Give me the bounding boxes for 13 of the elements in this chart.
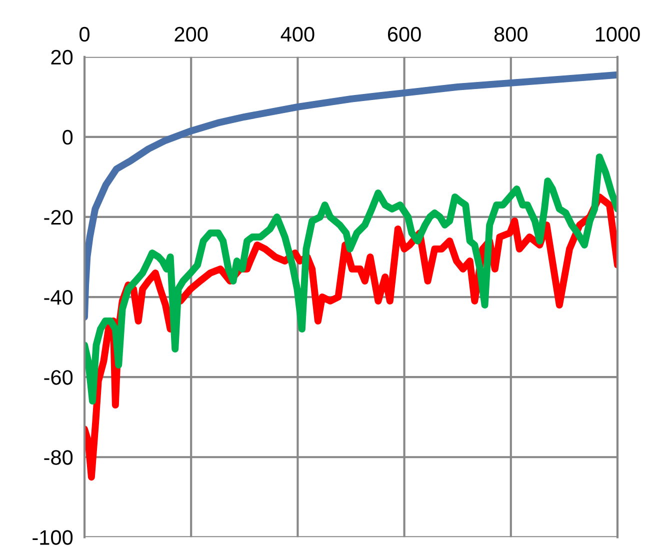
x-tick-label: 800 bbox=[494, 26, 528, 42]
y-tick-label: -80 bbox=[44, 450, 73, 465]
y-tick-label: -60 bbox=[44, 370, 73, 385]
x-tick-label: 400 bbox=[280, 26, 314, 42]
y-tick-label: -100 bbox=[32, 530, 73, 545]
y-tick-label: -20 bbox=[44, 210, 73, 225]
x-tick-label: 0 bbox=[80, 26, 90, 42]
y-tick-label: -40 bbox=[44, 290, 73, 305]
y-tick-label: 20 bbox=[51, 50, 73, 65]
x-tick-label: 600 bbox=[388, 26, 421, 42]
y-tick-label: 0 bbox=[62, 130, 73, 145]
x-tick-label: 1000 bbox=[596, 26, 640, 42]
x-tick-label: 200 bbox=[174, 26, 208, 42]
